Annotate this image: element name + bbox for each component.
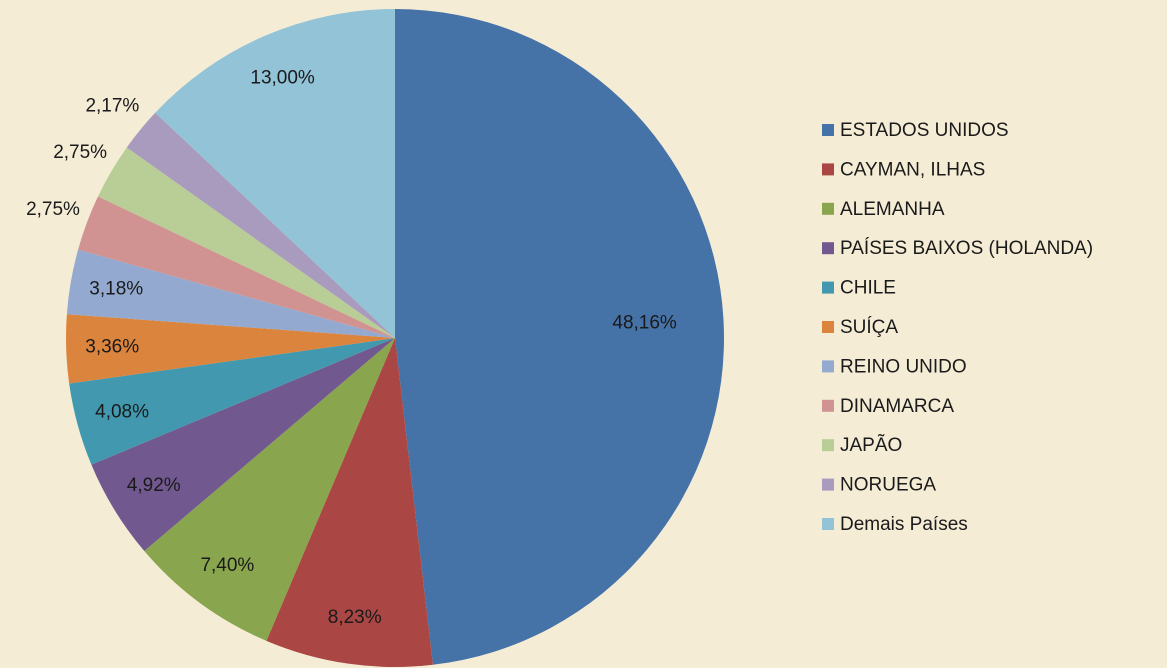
legend-swatch — [822, 321, 834, 333]
pie-slice — [266, 338, 433, 667]
legend-swatch — [822, 518, 834, 530]
legend-swatch — [822, 242, 834, 255]
pie-slice — [69, 338, 395, 465]
pie-slice — [155, 9, 395, 338]
legend-label: PAÍSES BAIXOS (HOLANDA) — [840, 238, 1093, 259]
pie-slice — [78, 196, 396, 338]
pie-slice — [144, 338, 395, 641]
legend-label: NORUEGA — [840, 475, 936, 496]
pie-slice — [66, 314, 396, 384]
legend-swatch — [822, 202, 834, 215]
legend-label: SUÍÇA — [840, 317, 898, 338]
legend-swatch — [822, 124, 834, 136]
data-label: 2,75% — [53, 142, 107, 163]
legend-label: CHILE — [840, 278, 896, 299]
data-label: 3,36% — [85, 336, 139, 357]
legend-swatch — [822, 163, 834, 176]
data-label: 48,16% — [612, 313, 677, 334]
legend-label: REINO UNIDO — [840, 356, 967, 377]
legend-label: DINAMARCA — [840, 396, 954, 417]
data-label: 2,75% — [26, 199, 80, 220]
data-label: 2,17% — [85, 96, 139, 117]
pie-slice — [91, 338, 395, 552]
pie-slice — [126, 112, 395, 339]
legend-swatch — [822, 439, 834, 452]
data-label: 7,40% — [200, 555, 254, 576]
legend-label: CAYMAN, ILHAS — [840, 159, 985, 180]
data-label: 3,18% — [89, 279, 143, 300]
legend-label: ESTADOS UNIDOS — [840, 120, 1009, 141]
legend-label: ALEMANHA — [840, 199, 945, 220]
legend-swatch — [822, 399, 834, 412]
legend-label: JAPÃO — [840, 434, 902, 456]
pie-slice — [98, 147, 396, 338]
data-label: 4,92% — [127, 475, 181, 496]
data-label: 13,00% — [250, 67, 315, 88]
legend-swatch — [822, 360, 834, 373]
legend-swatch — [822, 281, 834, 294]
pie-slice — [66, 249, 395, 338]
data-label: 8,23% — [328, 607, 382, 628]
pie-slice — [395, 9, 724, 665]
data-label: 4,08% — [95, 402, 149, 423]
legend-label: Demais Países — [840, 514, 968, 535]
legend-swatch — [822, 478, 834, 491]
